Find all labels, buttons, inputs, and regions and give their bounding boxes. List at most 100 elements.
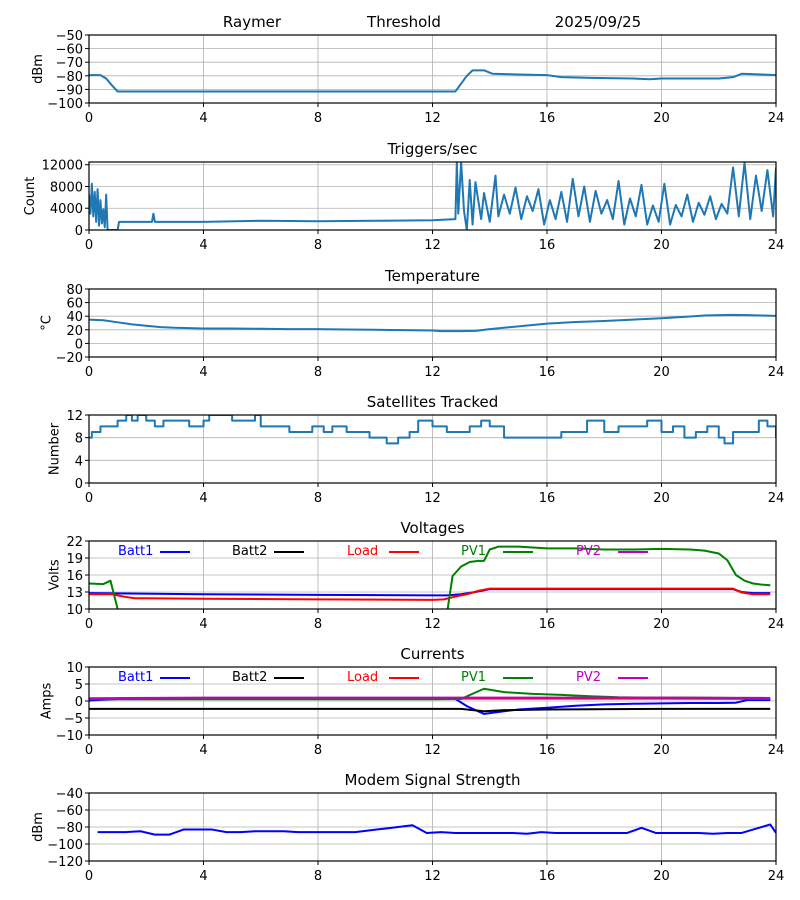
x-tick-label: 24 <box>768 491 785 506</box>
y-tick-label: 4000 <box>50 202 83 217</box>
y-tick-label: 10 <box>66 661 83 676</box>
x-tick-label: 8 <box>314 617 322 632</box>
header-date: 2025/09/25 <box>555 13 641 31</box>
series-line-pv2 <box>89 696 771 700</box>
chart-panel-currents: Currents Batt1 Batt2 Load PV1 PV2 0 4 8 12 16 20 24 −… <box>39 645 784 758</box>
x-tick-label: 12 <box>424 491 441 506</box>
x-tick-label: 16 <box>539 617 556 632</box>
chart-title: Temperature <box>384 267 480 285</box>
y-tick-label: −5 <box>64 712 83 727</box>
x-tick-label: 4 <box>199 869 207 884</box>
chart-title: Voltages <box>400 519 464 537</box>
y-tick-label: 20 <box>66 324 83 339</box>
legend-label-load: Load <box>347 544 378 559</box>
x-tick-label: 16 <box>539 365 556 380</box>
x-tick-label: 4 <box>199 617 207 632</box>
x-tick-label: 12 <box>424 111 441 126</box>
y-tick-label: −80 <box>56 70 83 85</box>
legend-label-load: Load <box>347 670 378 685</box>
header-station: Raymer <box>223 13 282 31</box>
x-tick-label: 0 <box>85 111 93 126</box>
y-axis-label: Volts <box>48 559 63 591</box>
legend-label-pv1: PV1 <box>461 670 486 685</box>
x-tick-label: 8 <box>314 491 322 506</box>
x-tick-label: 24 <box>768 365 785 380</box>
y-tick-label: 19 <box>66 552 83 567</box>
chart-title: Satellites Tracked <box>367 393 498 411</box>
x-tick-label: 24 <box>768 743 785 758</box>
legend-label-batt2: Batt2 <box>232 544 267 559</box>
y-tick-label: 40 <box>66 310 83 325</box>
y-tick-label: 8000 <box>50 180 83 195</box>
y-tick-label: −120 <box>47 855 83 870</box>
series-line-threshold <box>89 69 776 93</box>
legend-label-batt1: Batt1 <box>118 544 153 559</box>
legend-label-batt2: Batt2 <box>232 670 267 685</box>
y-tick-label: −50 <box>56 29 83 44</box>
y-tick-label: 0 <box>75 337 83 352</box>
y-tick-label: 4 <box>75 454 83 469</box>
y-tick-label: 16 <box>66 569 83 584</box>
chart-title: Triggers/sec <box>387 140 478 158</box>
series-line-triggers <box>89 162 776 230</box>
x-tick-label: 16 <box>539 238 556 253</box>
series-line-load <box>89 587 771 601</box>
x-tick-label: 20 <box>653 743 670 758</box>
y-axis-label: dBm <box>31 54 46 84</box>
y-tick-label: 0 <box>75 224 83 239</box>
y-tick-label: 13 <box>66 586 83 601</box>
y-tick-label: −20 <box>56 351 83 366</box>
x-tick-label: 8 <box>314 869 322 884</box>
chart-title: Modem Signal Strength <box>345 771 521 789</box>
chart-title: Currents <box>400 645 464 663</box>
y-tick-label: 22 <box>66 535 83 550</box>
x-tick-label: 0 <box>85 365 93 380</box>
y-tick-label: 0 <box>75 695 83 710</box>
x-tick-label: 12 <box>424 238 441 253</box>
x-tick-label: 4 <box>199 238 207 253</box>
y-tick-label: 80 <box>66 283 83 298</box>
x-tick-label: 0 <box>85 491 93 506</box>
x-tick-label: 20 <box>653 617 670 632</box>
series-line-modem <box>97 823 776 836</box>
x-tick-label: 16 <box>539 869 556 884</box>
y-axis-label: °C <box>39 315 54 331</box>
header-mode: Threshold <box>366 13 441 31</box>
y-tick-label: −60 <box>56 804 83 819</box>
legend-label-batt1: Batt1 <box>118 670 153 685</box>
x-tick-label: 24 <box>768 238 785 253</box>
y-tick-label: −60 <box>56 43 83 58</box>
series-line-batt2 <box>89 707 771 713</box>
x-tick-label: 16 <box>539 111 556 126</box>
y-tick-label: 12000 <box>42 159 83 174</box>
y-tick-label: 10 <box>66 603 83 618</box>
y-axis-label: Number <box>48 422 63 475</box>
y-tick-label: −100 <box>47 97 83 112</box>
x-tick-label: 20 <box>653 491 670 506</box>
y-tick-label: −70 <box>56 56 83 71</box>
series-line-pv1 <box>89 545 771 609</box>
y-tick-label: 8 <box>75 432 83 447</box>
x-tick-label: 12 <box>424 365 441 380</box>
y-axis-label: Count <box>23 177 38 216</box>
x-tick-label: 8 <box>314 365 322 380</box>
y-tick-label: −40 <box>56 787 83 802</box>
legend-label-pv2: PV2 <box>576 544 601 559</box>
y-tick-label: −10 <box>56 729 83 744</box>
y-tick-label: 0 <box>75 477 83 492</box>
x-tick-label: 0 <box>85 869 93 884</box>
x-tick-label: 8 <box>314 238 322 253</box>
x-tick-label: 24 <box>768 111 785 126</box>
chart-panel-modem: Modem Signal Strength 0 4 8 12 16 20 24 −120 −100… <box>31 771 784 884</box>
x-tick-label: 4 <box>199 365 207 380</box>
x-tick-label: 16 <box>539 743 556 758</box>
x-tick-label: 12 <box>424 743 441 758</box>
y-tick-label: −90 <box>56 83 83 98</box>
legend-label-pv2: PV2 <box>576 670 601 685</box>
chart-panel-threshold: 0 4 8 12 16 20 24 −100−90−80−70−60−50 dBm <box>31 29 784 126</box>
x-tick-label: 8 <box>314 111 322 126</box>
x-tick-label: 20 <box>653 365 670 380</box>
